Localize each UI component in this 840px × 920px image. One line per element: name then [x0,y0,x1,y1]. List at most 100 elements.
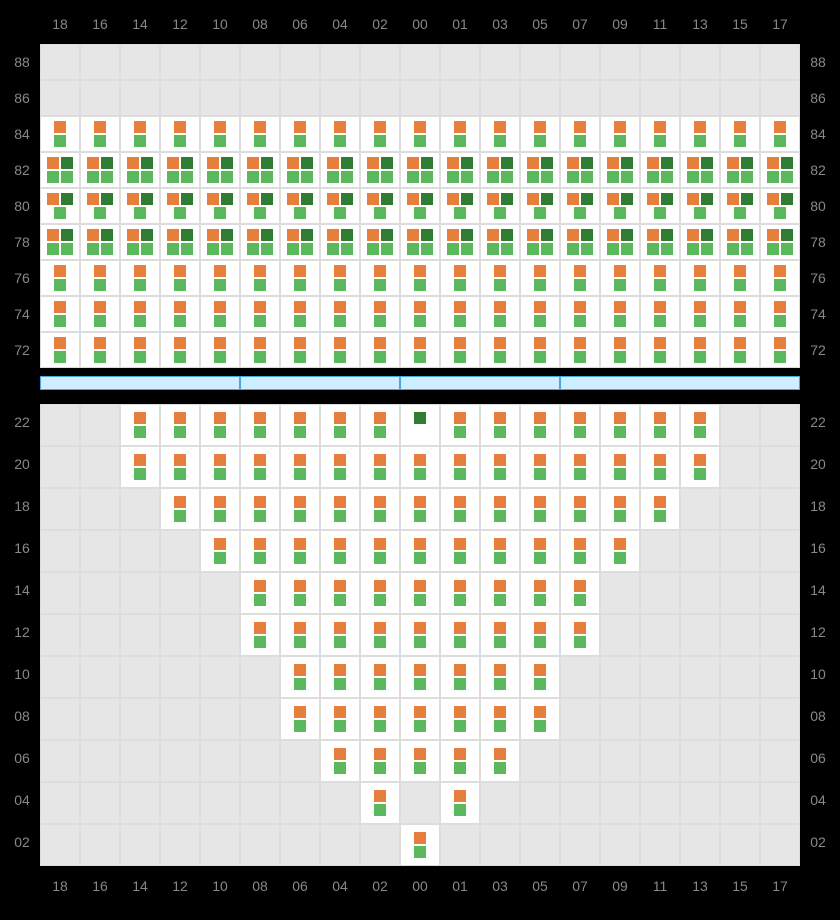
container-slot[interactable] [80,116,120,152]
container-slot[interactable] [560,224,600,260]
container-slot[interactable] [160,446,200,488]
container-slot[interactable] [360,656,400,698]
container-slot[interactable] [120,332,160,368]
container-slot[interactable] [400,404,440,446]
container-slot[interactable] [480,404,520,446]
container-slot[interactable] [320,404,360,446]
container-slot[interactable] [320,614,360,656]
container-slot[interactable] [440,614,480,656]
container-slot[interactable] [400,188,440,224]
container-slot[interactable] [160,224,200,260]
container-slot[interactable] [320,572,360,614]
container-slot[interactable] [200,296,240,332]
container-slot[interactable] [560,332,600,368]
container-slot[interactable] [400,296,440,332]
container-slot[interactable] [360,188,400,224]
container-slot[interactable] [480,530,520,572]
container-slot[interactable] [520,698,560,740]
container-slot[interactable] [320,260,360,296]
container-slot[interactable] [320,296,360,332]
container-slot[interactable] [320,740,360,782]
container-slot[interactable] [560,530,600,572]
container-slot[interactable] [720,116,760,152]
container-slot[interactable] [360,332,400,368]
container-slot[interactable] [240,116,280,152]
container-slot[interactable] [280,572,320,614]
container-slot[interactable] [640,404,680,446]
container-slot[interactable] [440,488,480,530]
container-slot[interactable] [480,740,520,782]
container-slot[interactable] [600,188,640,224]
container-slot[interactable] [480,572,520,614]
container-slot[interactable] [80,332,120,368]
container-slot[interactable] [240,260,280,296]
container-slot[interactable] [680,296,720,332]
container-slot[interactable] [160,296,200,332]
container-slot[interactable] [200,116,240,152]
container-slot[interactable] [760,296,800,332]
container-slot[interactable] [440,404,480,446]
container-slot[interactable] [280,614,320,656]
container-slot[interactable] [440,446,480,488]
container-slot[interactable] [400,488,440,530]
container-slot[interactable] [120,188,160,224]
container-slot[interactable] [560,488,600,530]
container-slot[interactable] [400,824,440,866]
container-slot[interactable] [480,332,520,368]
container-slot[interactable] [400,698,440,740]
container-slot[interactable] [280,488,320,530]
container-slot[interactable] [680,404,720,446]
container-slot[interactable] [80,224,120,260]
container-slot[interactable] [720,260,760,296]
container-slot[interactable] [200,332,240,368]
container-slot[interactable] [520,530,560,572]
container-slot[interactable] [520,260,560,296]
container-slot[interactable] [360,782,400,824]
container-slot[interactable] [280,656,320,698]
container-slot[interactable] [400,152,440,188]
container-slot[interactable] [40,188,80,224]
container-slot[interactable] [520,656,560,698]
container-slot[interactable] [40,260,80,296]
container-slot[interactable] [560,446,600,488]
container-slot[interactable] [440,188,480,224]
container-slot[interactable] [360,530,400,572]
container-slot[interactable] [600,530,640,572]
container-slot[interactable] [480,152,520,188]
container-slot[interactable] [520,224,560,260]
container-slot[interactable] [520,488,560,530]
container-slot[interactable] [480,260,520,296]
container-slot[interactable] [680,332,720,368]
container-slot[interactable] [560,152,600,188]
container-slot[interactable] [600,296,640,332]
container-slot[interactable] [480,446,520,488]
container-slot[interactable] [440,116,480,152]
container-slot[interactable] [240,530,280,572]
container-slot[interactable] [80,260,120,296]
container-slot[interactable] [160,152,200,188]
container-slot[interactable] [520,296,560,332]
container-slot[interactable] [200,404,240,446]
container-slot[interactable] [560,404,600,446]
container-slot[interactable] [360,698,400,740]
container-slot[interactable] [160,260,200,296]
container-slot[interactable] [520,446,560,488]
container-slot[interactable] [240,332,280,368]
container-slot[interactable] [200,152,240,188]
container-slot[interactable] [360,404,400,446]
container-slot[interactable] [40,116,80,152]
container-slot[interactable] [520,116,560,152]
container-slot[interactable] [480,488,520,530]
container-slot[interactable] [440,782,480,824]
container-slot[interactable] [480,614,520,656]
container-slot[interactable] [120,404,160,446]
container-slot[interactable] [240,572,280,614]
container-slot[interactable] [320,332,360,368]
container-slot[interactable] [400,530,440,572]
container-slot[interactable] [240,152,280,188]
container-slot[interactable] [320,188,360,224]
container-slot[interactable] [40,296,80,332]
container-slot[interactable] [680,446,720,488]
container-slot[interactable] [320,530,360,572]
container-slot[interactable] [400,224,440,260]
